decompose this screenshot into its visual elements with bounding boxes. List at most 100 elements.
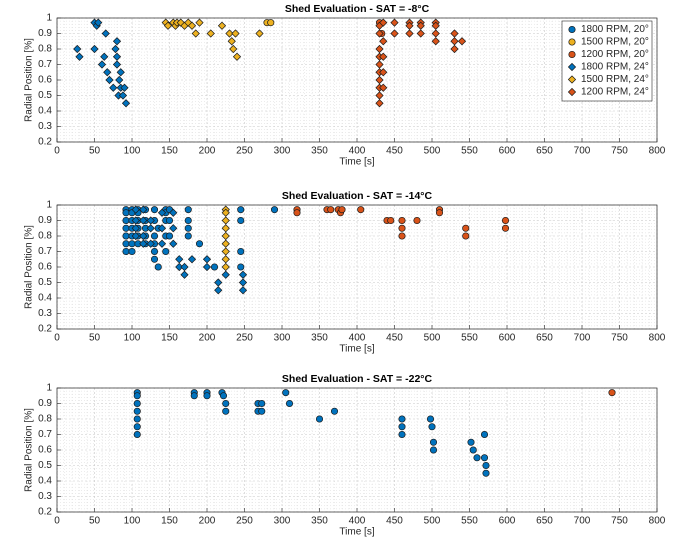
y-tick-label: 0.8 xyxy=(38,231,52,242)
x-tick-label: 500 xyxy=(424,146,441,157)
x-tick-label: 450 xyxy=(386,333,403,344)
legend-label: 1800 RPM, 20° xyxy=(581,24,649,35)
circle-marker xyxy=(222,399,230,408)
diamond-marker xyxy=(157,239,167,248)
x-tick-label: 650 xyxy=(536,146,553,157)
diamond-marker xyxy=(131,205,140,214)
circle-marker xyxy=(285,399,294,408)
axes-box xyxy=(56,387,658,513)
circle-marker xyxy=(122,240,130,248)
diamond-marker xyxy=(97,60,107,69)
x-tick-label: 800 xyxy=(649,333,666,344)
circle-marker xyxy=(270,206,279,214)
y-tick-label: 0.5 xyxy=(38,460,52,471)
diamond-marker xyxy=(431,21,440,30)
circle-marker xyxy=(462,232,470,240)
circle-marker xyxy=(398,216,406,225)
y-tick-label: 0.9 xyxy=(38,398,52,409)
circle-marker xyxy=(398,232,406,240)
circle-marker xyxy=(398,430,406,439)
diamond-marker xyxy=(131,216,140,225)
diamond-marker xyxy=(416,21,425,30)
circle-marker xyxy=(150,247,159,256)
legend-label: 1500 RPM, 20° xyxy=(581,37,649,48)
diamond-marker xyxy=(75,52,84,61)
circle-marker xyxy=(429,438,438,446)
diamond-marker xyxy=(163,21,173,30)
y-tick-label: 0.5 xyxy=(38,90,52,101)
y-tick-label: 0.9 xyxy=(38,215,52,226)
circle-marker xyxy=(133,423,141,431)
x-tick-label: 350 xyxy=(311,333,328,344)
x-tick-label: 250 xyxy=(236,146,253,157)
diamond-marker xyxy=(390,29,399,38)
axes-box xyxy=(56,204,658,330)
diamond-marker xyxy=(176,18,185,27)
y-tick-label: 0.7 xyxy=(38,59,52,70)
x-tick-label: 100 xyxy=(124,333,141,344)
legend-label: 1500 RPM, 24° xyxy=(581,74,649,85)
y-tick-label: 0.6 xyxy=(38,75,52,86)
y-tick-label: 0.6 xyxy=(38,262,52,273)
diamond-marker xyxy=(139,216,148,225)
diamond-marker xyxy=(206,29,215,38)
x-tick-label: 800 xyxy=(649,516,666,527)
x-tick-label: 700 xyxy=(574,516,591,527)
circle-marker xyxy=(398,423,406,431)
circle-marker xyxy=(203,392,211,400)
diamond-marker xyxy=(180,270,189,279)
y-tick-label: 1 xyxy=(46,13,52,24)
diamond-marker xyxy=(379,18,388,27)
y-tick-label: 0.6 xyxy=(38,445,52,456)
circle-marker xyxy=(184,232,192,240)
diamond-marker xyxy=(187,255,197,264)
circle-marker xyxy=(387,216,395,225)
diamond-marker xyxy=(567,87,577,97)
diamond-marker xyxy=(116,68,125,77)
x-tick-label: 200 xyxy=(199,333,216,344)
circle-marker xyxy=(267,19,275,27)
chart-title: Shed Evaluation - SAT = -8°C xyxy=(285,3,430,15)
circle-marker xyxy=(165,216,174,225)
diamond-marker xyxy=(375,60,384,69)
diamond-marker xyxy=(131,224,140,233)
circle-marker xyxy=(133,415,141,423)
diamond-marker xyxy=(232,52,242,61)
x-tick-label: 0 xyxy=(54,146,60,157)
x-tick-label: 550 xyxy=(461,516,478,527)
diamond-marker xyxy=(121,99,131,108)
x-tick-label: 750 xyxy=(611,333,628,344)
diamond-marker xyxy=(112,37,122,46)
x-tick-label: 400 xyxy=(349,516,366,527)
diamond-marker xyxy=(567,62,577,72)
y-tick-label: 0.7 xyxy=(38,429,52,440)
y-axis-label: Radial Position [%] xyxy=(24,225,35,309)
x-tick-label: 0 xyxy=(54,516,60,527)
circle-marker xyxy=(608,389,616,397)
circle-marker xyxy=(150,255,159,263)
y-axis-label: Radial Position [%] xyxy=(24,38,35,122)
x-tick-label: 150 xyxy=(161,516,178,527)
circle-marker xyxy=(162,247,170,256)
circle-marker xyxy=(480,430,489,439)
x-tick-label: 750 xyxy=(611,516,628,527)
circle-marker xyxy=(327,206,335,214)
circle-marker xyxy=(258,399,266,408)
circle-marker xyxy=(122,209,130,217)
diamond-marker xyxy=(112,60,122,69)
x-tick-label: 0 xyxy=(54,333,60,344)
y-tick-label: 0.5 xyxy=(38,277,52,288)
legend-label: 1200 RPM, 24° xyxy=(581,87,649,98)
diamond-marker xyxy=(157,224,167,233)
diamond-marker xyxy=(379,68,388,77)
y-tick-label: 0.3 xyxy=(38,308,52,319)
diamond-marker xyxy=(375,99,384,108)
diamond-marker xyxy=(115,75,124,85)
diamond-marker xyxy=(221,231,230,241)
circle-marker xyxy=(190,392,198,400)
diamond-marker xyxy=(567,75,577,84)
diamond-marker xyxy=(375,29,384,38)
diamond-marker xyxy=(450,29,459,38)
circle-marker xyxy=(133,407,141,415)
